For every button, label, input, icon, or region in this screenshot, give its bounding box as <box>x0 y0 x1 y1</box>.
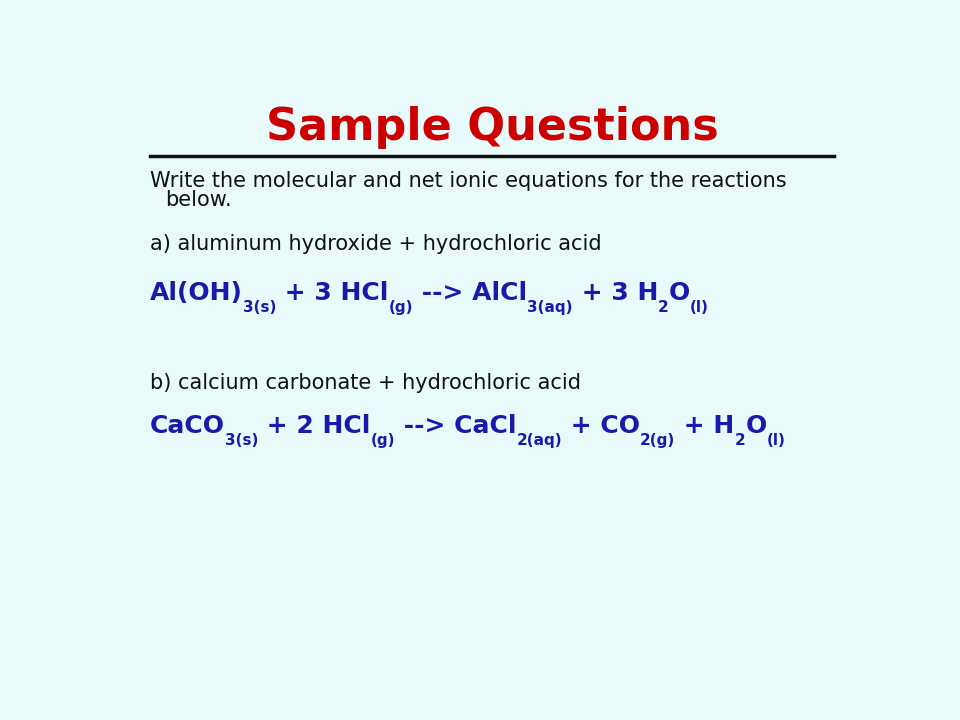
Text: 2: 2 <box>734 433 745 448</box>
Text: (l): (l) <box>690 300 708 315</box>
Text: CaCO: CaCO <box>150 414 225 438</box>
Text: Sample Questions: Sample Questions <box>266 107 718 150</box>
Text: O: O <box>668 281 690 305</box>
Text: (g): (g) <box>389 300 413 315</box>
Text: + 3 H: + 3 H <box>572 281 658 305</box>
Text: Al(OH): Al(OH) <box>150 281 243 305</box>
Text: 2(g): 2(g) <box>640 433 676 448</box>
Text: 2(aq): 2(aq) <box>516 433 563 448</box>
Text: O: O <box>745 414 767 438</box>
Text: + 2 HCl: + 2 HCl <box>258 414 371 438</box>
Text: + CO: + CO <box>563 414 640 438</box>
Text: 2: 2 <box>658 300 668 315</box>
Text: --> AlCl: --> AlCl <box>413 281 527 305</box>
Text: a) aluminum hydroxide + hydrochloric acid: a) aluminum hydroxide + hydrochloric aci… <box>150 235 601 254</box>
Text: --> CaCl: --> CaCl <box>395 414 516 438</box>
Text: 3(aq): 3(aq) <box>527 300 572 315</box>
Text: b) calcium carbonate + hydrochloric acid: b) calcium carbonate + hydrochloric acid <box>150 373 581 393</box>
Text: (g): (g) <box>371 433 395 448</box>
Text: Write the molecular and net ionic equations for the reactions: Write the molecular and net ionic equati… <box>150 171 786 191</box>
Text: (l): (l) <box>767 433 785 448</box>
Text: + H: + H <box>676 414 734 438</box>
Text: 3(s): 3(s) <box>243 300 276 315</box>
Text: + 3 HCl: + 3 HCl <box>276 281 389 305</box>
Text: below.: below. <box>165 190 231 210</box>
Text: 3(s): 3(s) <box>225 433 258 448</box>
